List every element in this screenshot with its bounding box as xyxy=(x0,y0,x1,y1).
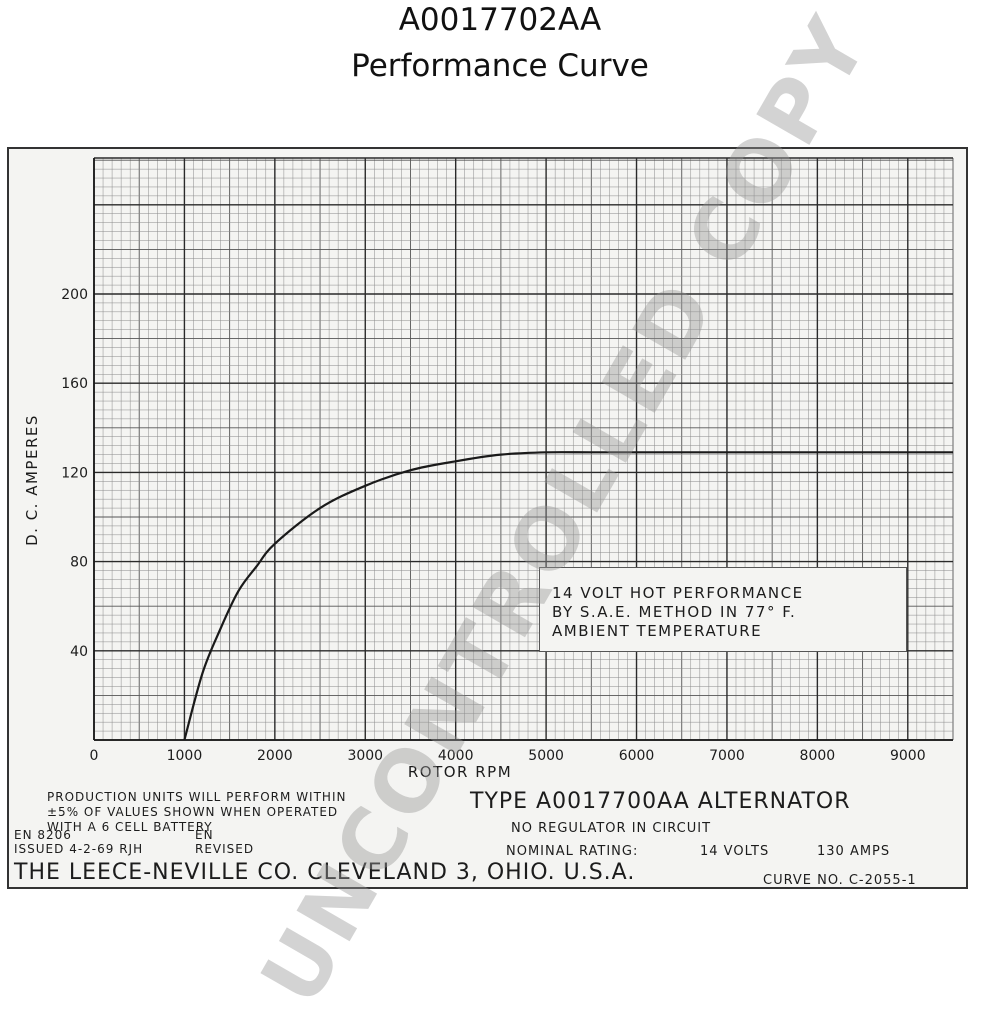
y-tick-label: 200 xyxy=(61,287,88,303)
note-line-1: 14 VOLT HOT PERFORMANCE xyxy=(552,584,804,602)
chart-sheet xyxy=(7,147,968,889)
nominal-rating-label: NOMINAL RATING: xyxy=(506,844,639,859)
x-tick-label: 3000 xyxy=(347,748,383,764)
x-tick-label: 1000 xyxy=(167,748,203,764)
alternator-type: TYPE A0017700AA ALTERNATOR xyxy=(470,789,851,814)
y-tick-labels: 40 80 120 160 200 xyxy=(61,287,88,660)
x-tick-label: 8000 xyxy=(800,748,836,764)
x-tick-label: 2000 xyxy=(257,748,293,764)
x-tick-labels: 0 1000 2000 3000 4000 5000 6000 7000 8000 9000 xyxy=(90,748,926,764)
y-tick-label: 40 xyxy=(70,644,88,660)
x-tick-label: 9000 xyxy=(890,748,926,764)
production-note: PRODUCTION UNITS WILL PERFORM WITHIN ±5%… xyxy=(47,790,346,835)
production-note-line-1: PRODUCTION UNITS WILL PERFORM WITHIN xyxy=(47,790,347,804)
x-tick-label: 0 xyxy=(90,748,99,764)
company-name: THE LEECE-NEVILLE CO. CLEVELAND 3, OHIO.… xyxy=(14,860,636,885)
en-number: EN 8206 xyxy=(14,828,72,842)
note-line-3: AMBIENT TEMPERATURE xyxy=(552,622,763,640)
x-axis-label: ROTOR RPM xyxy=(408,763,512,781)
production-note-line-3: WITH A 6 CELL BATTERY xyxy=(47,820,213,834)
en-revision-label: EN xyxy=(195,828,214,842)
amperes-curve xyxy=(183,451,953,741)
nominal-volts: 14 VOLTS xyxy=(700,844,770,859)
note-line-2: BY S.A.E. METHOD IN 77° F. xyxy=(552,603,797,621)
y-axis-label: D. C. AMPERES xyxy=(23,414,41,546)
x-tick-label: 7000 xyxy=(709,748,745,764)
revised-label: REVISED xyxy=(195,842,255,856)
curve-number: CURVE NO. C-2055-1 xyxy=(763,873,917,888)
y-tick-label: 80 xyxy=(70,555,88,571)
production-note-line-2: ±5% OF VALUES SHOWN WHEN OPERATED xyxy=(47,805,339,819)
x-tick-label: 6000 xyxy=(619,748,655,764)
x-tick-label: 4000 xyxy=(438,748,474,764)
nominal-amps: 130 AMPS xyxy=(817,844,891,859)
y-tick-label: 160 xyxy=(61,376,88,392)
regulator-note: NO REGULATOR IN CIRCUIT xyxy=(511,821,712,836)
issued-date: ISSUED 4-2-69 RJH xyxy=(14,842,144,856)
performance-note-box: 14 VOLT HOT PERFORMANCE BY S.A.E. METHOD… xyxy=(539,567,907,652)
page-subtitle: Performance Curve xyxy=(351,48,649,84)
x-tick-label: 5000 xyxy=(528,748,564,764)
grid-minor xyxy=(94,158,954,740)
performance-chart: 0 1000 2000 3000 4000 5000 6000 7000 8000 9000 40… xyxy=(7,147,968,889)
y-tick-label: 120 xyxy=(61,465,88,481)
page-title: A0017702AA xyxy=(398,2,602,38)
